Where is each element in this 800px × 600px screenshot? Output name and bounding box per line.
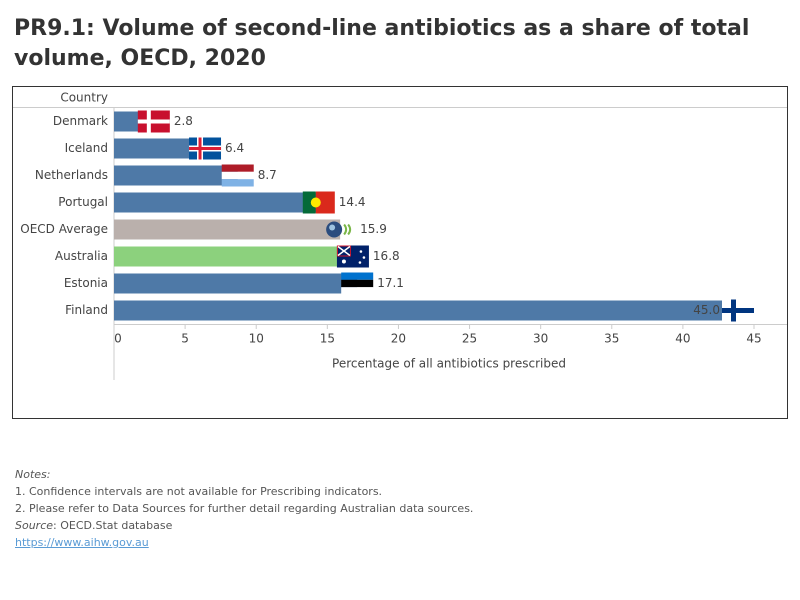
- flag: [315, 191, 335, 214]
- bar: [114, 273, 358, 294]
- y-tick-label: Iceland: [65, 141, 108, 155]
- y-tick-label: Finland: [65, 303, 108, 317]
- value-label: 15.9: [360, 222, 387, 236]
- y-axis-header: Country: [60, 91, 108, 105]
- bar: [114, 246, 353, 267]
- x-axis-title: Percentage of all antibiotics prescribed: [332, 357, 566, 371]
- x-tick-label: 30: [533, 332, 548, 346]
- bar: [114, 138, 206, 159]
- value-label: 14.4: [339, 195, 366, 209]
- value-label: 17.1: [377, 276, 404, 290]
- x-tick-label: 0: [114, 332, 122, 346]
- y-tick-label: Denmark: [53, 114, 108, 128]
- flag: [189, 147, 222, 150]
- y-tick-label: Australia: [55, 249, 108, 263]
- flag: [358, 261, 362, 264]
- flag: [722, 308, 754, 313]
- value-label: 45.0: [693, 303, 720, 317]
- y-tick-label: Netherlands: [35, 168, 108, 182]
- flag: [221, 179, 254, 187]
- source-text: : OECD.Stat database: [53, 519, 173, 532]
- chart-frame: [12, 86, 788, 419]
- flag-icon: [326, 221, 352, 238]
- value-label: 2.8: [174, 114, 193, 128]
- x-tick-label: 10: [249, 332, 264, 346]
- x-tick-label: 20: [391, 332, 406, 346]
- flag-icon: [137, 110, 170, 133]
- source-label: Source: [15, 519, 54, 532]
- flag: [341, 259, 346, 264]
- y-tick-label: Estonia: [64, 276, 108, 290]
- x-tick-label: 35: [604, 332, 619, 346]
- flag-icon: [722, 299, 754, 322]
- flag-icon: [336, 245, 369, 268]
- flag: [137, 119, 170, 124]
- y-tick-label: OECD Average: [20, 222, 108, 236]
- flag: [310, 197, 321, 208]
- flag: [221, 164, 254, 172]
- chart: Country Percentage of all antibiotics pr…: [12, 86, 788, 419]
- value-label: 8.7: [258, 168, 277, 182]
- flag: [341, 279, 374, 288]
- flag-icon: [302, 191, 335, 214]
- notes: Notes: 1. Confidence intervals are not a…: [15, 466, 473, 551]
- bar: [114, 165, 238, 186]
- x-tick-label: 15: [320, 332, 335, 346]
- flag: [221, 171, 254, 180]
- flag: [341, 272, 374, 280]
- flag: [302, 191, 316, 214]
- x-tick-label: 45: [746, 332, 761, 346]
- flag-icon: [221, 164, 254, 187]
- y-tick-label: Portugal: [58, 195, 108, 209]
- flag: [362, 256, 366, 259]
- flag: [359, 250, 363, 253]
- flag-icon: [341, 272, 374, 295]
- x-tick-label: 40: [675, 332, 690, 346]
- bar: [114, 219, 341, 240]
- flag: [329, 224, 336, 231]
- x-tick-label: 25: [462, 332, 477, 346]
- flag-icon: [189, 137, 222, 160]
- value-label: 16.8: [373, 249, 400, 263]
- notes-heading: Notes:: [15, 468, 51, 481]
- flag: [337, 245, 351, 257]
- chart-title: PR9.1: Volume of second-line antibiotics…: [14, 16, 750, 71]
- link[interactable]: https://www.aihw.gov.au: [15, 536, 149, 549]
- note-line: 1. Confidence intervals are not availabl…: [15, 485, 383, 498]
- bar: [114, 192, 319, 213]
- x-tick-label: 5: [181, 332, 189, 346]
- flag: [343, 223, 352, 236]
- value-label: 6.4: [225, 141, 244, 155]
- flag: [341, 287, 374, 295]
- bar: [114, 300, 754, 321]
- note-line: 2. Please refer to Data Sources for furt…: [15, 502, 474, 515]
